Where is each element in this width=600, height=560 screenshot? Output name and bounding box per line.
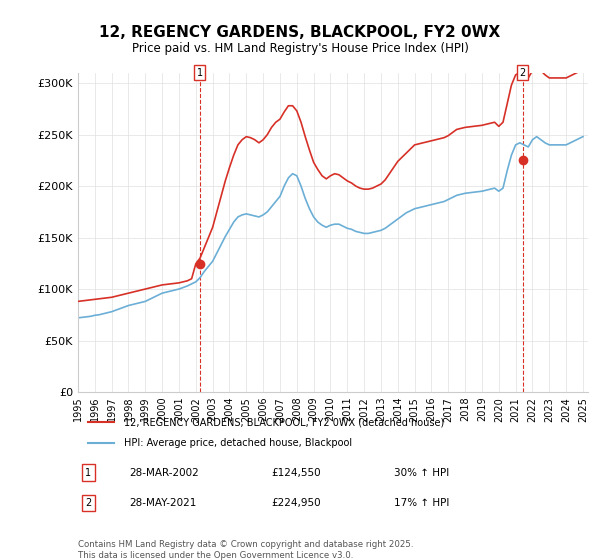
Text: 1: 1 (85, 468, 91, 478)
Text: Contains HM Land Registry data © Crown copyright and database right 2025.
This d: Contains HM Land Registry data © Crown c… (78, 540, 413, 560)
Text: 1: 1 (197, 68, 203, 78)
Text: 30% ↑ HPI: 30% ↑ HPI (394, 468, 449, 478)
Text: £224,950: £224,950 (272, 498, 322, 508)
Text: 28-MAR-2002: 28-MAR-2002 (129, 468, 199, 478)
Text: Price paid vs. HM Land Registry's House Price Index (HPI): Price paid vs. HM Land Registry's House … (131, 42, 469, 55)
Text: 28-MAY-2021: 28-MAY-2021 (129, 498, 196, 508)
Text: 12, REGENCY GARDENS, BLACKPOOL, FY2 0WX: 12, REGENCY GARDENS, BLACKPOOL, FY2 0WX (100, 25, 500, 40)
Text: 12, REGENCY GARDENS, BLACKPOOL, FY2 0WX (detached house): 12, REGENCY GARDENS, BLACKPOOL, FY2 0WX … (124, 417, 444, 427)
Text: 2: 2 (520, 68, 526, 78)
Text: 17% ↑ HPI: 17% ↑ HPI (394, 498, 449, 508)
Text: 2: 2 (85, 498, 91, 508)
Text: £124,550: £124,550 (272, 468, 322, 478)
Text: HPI: Average price, detached house, Blackpool: HPI: Average price, detached house, Blac… (124, 438, 352, 448)
